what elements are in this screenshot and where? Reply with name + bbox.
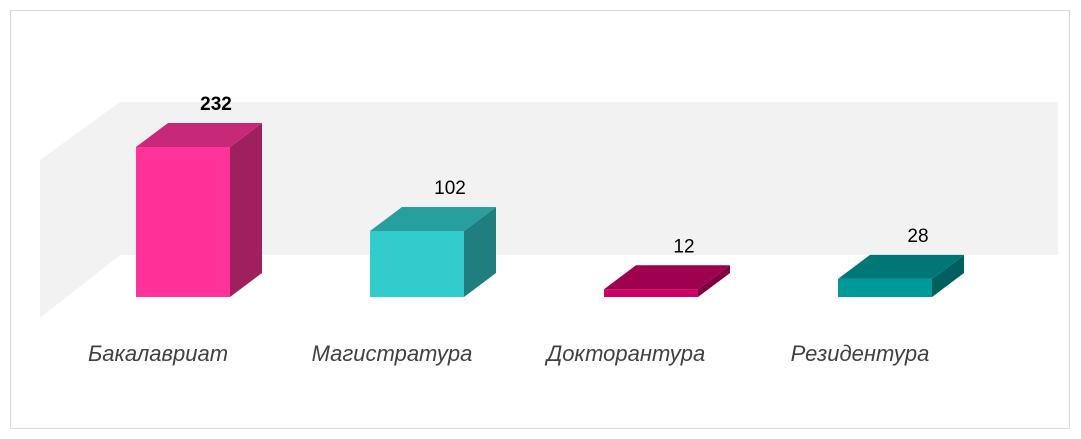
bar-side: [230, 123, 262, 297]
bar-front: [370, 231, 464, 297]
bar-top: [838, 254, 964, 279]
bar: [838, 254, 964, 297]
bar-front: [838, 278, 932, 297]
bar: [136, 123, 262, 297]
value-label: 102: [434, 178, 466, 199]
bar-front: [604, 289, 698, 297]
bar-front: [136, 147, 230, 297]
bar-top: [136, 123, 262, 147]
bar-top: [604, 265, 730, 290]
value-label: 12: [673, 236, 694, 257]
category-label: Докторантура: [544, 341, 706, 366]
bar: [370, 207, 496, 297]
value-label: 28: [907, 226, 928, 247]
bar-side: [698, 265, 730, 297]
side-wall: [40, 102, 120, 318]
bar-side: [464, 207, 496, 297]
value-label: 232: [200, 94, 232, 115]
back-wall: [120, 102, 1058, 255]
bar-side: [932, 254, 964, 297]
category-label: Бакалавриат: [88, 341, 228, 366]
bar: [604, 265, 730, 297]
category-label: Магистратура: [312, 341, 473, 366]
bar-top: [370, 207, 496, 232]
category-label: Резидентура: [791, 341, 930, 366]
